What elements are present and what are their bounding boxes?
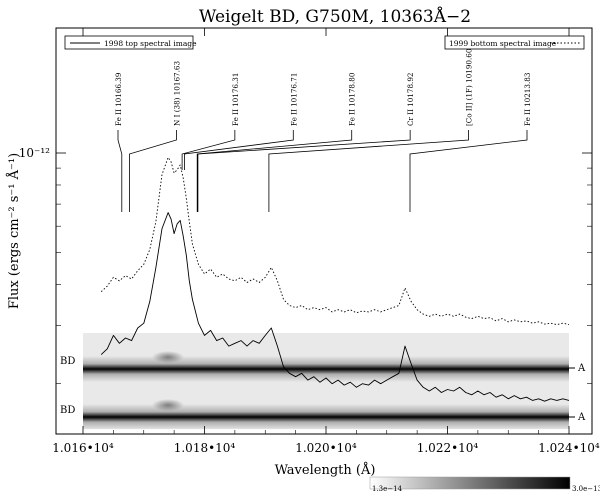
line-id-label-2: Fe II 10176.31 [231,73,240,126]
line-id-label-7: Fe II 10213.83 [523,72,532,126]
spectral-image-top-left-label: BD [60,356,75,367]
legend-label-dotted: 1999 bottom spectral image [449,39,557,48]
legend: 1998 top spectral image 1999 bottom spec… [64,35,585,50]
line-id-label-5: Cr II 10178.92 [406,73,415,126]
line-id-label-1: N I (38) 10167.63 [172,61,181,126]
spectral-image-bottom-right-label: A [577,412,586,423]
line-id-label-0: Fe II 10166.39 [114,72,123,126]
line-id-marker-0 [117,130,123,212]
line-id-marker-6 [268,130,469,212]
line-id-marker-5 [197,130,411,212]
series-layer [100,156,570,402]
line-id-marker-1 [129,130,177,212]
y-axis-label: Flux (ergs cm⁻² s⁻¹ Å⁻¹) [6,153,22,309]
series-line-0 [100,212,570,402]
spectral-image-bottom-feature [152,399,184,411]
series-line-1 [100,156,570,326]
legend-box-right [444,35,585,50]
line-id-label-4: Fe II 10178.80 [348,72,357,126]
chart-title: Weigelt BD, G750M, 10363Å−2 [199,6,471,27]
legend-label-solid: 1998 top spectral image [104,39,197,48]
colorbar-gradient [369,476,571,490]
line-id-label-6: [Co II] (1F) 10190.60 [465,48,474,126]
y-tick-label-0: 10⁻¹² [19,146,50,160]
x-tick-label-0: 1.016•10⁴ [52,441,114,455]
line-id-marker-3 [184,130,294,170]
colorbar-min-label: 1.3e−14 [372,485,403,493]
x-tick-label-4: 1.024•10⁴ [538,441,600,455]
line-id-marker-2 [181,130,236,170]
spectral-image-top-right-label: A [577,363,586,374]
spectral-image-bottom-left-label: BD [60,405,75,416]
plot-frame [55,27,593,435]
x-tick-label-3: 1.022•10⁴ [417,441,479,455]
colorbar: 1.3e−14 3.0e−13 [369,476,600,493]
spectral-image-panel: BD BD A A [60,333,586,430]
colorbar-max-label: 3.0e−13 [572,485,600,493]
axes-layer: 1.016•10⁴ 1.018•10⁴ 1.020•10⁴ 1.022•10⁴ 1.02… [19,28,600,455]
legend-box-left [64,35,194,50]
x-axis-label: Wavelength (Å) [275,462,376,478]
spectral-image-top-feature [152,351,184,363]
line-id-marker-7 [409,130,528,212]
x-tick-label-1: 1.018•10⁴ [174,441,236,455]
line-id-marker-4 [196,130,353,212]
line-id-label-3: Fe II 10176.71 [289,73,298,126]
x-tick-label-2: 1.020•10⁴ [295,441,357,455]
line-identifications: Fe II 10166.39 N I (38) 10167.63 Fe II 101… [114,48,532,212]
